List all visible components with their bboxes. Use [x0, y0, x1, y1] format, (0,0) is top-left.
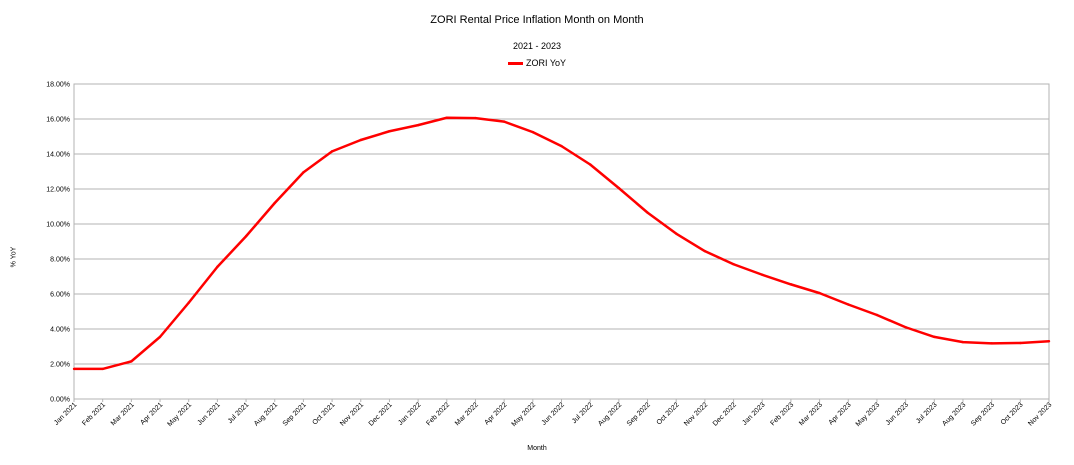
x-tick-label: Mar 2022	[454, 401, 480, 427]
x-tick-label: Jun 2022	[541, 401, 566, 426]
series-line-0	[74, 116, 1050, 371]
x-tick-label: Jan 2023	[741, 401, 766, 426]
x-tick-label: Feb 2021	[81, 401, 107, 427]
x-tick-label: Jul 2023	[915, 401, 939, 425]
y-tick-label: 12.00%	[46, 187, 70, 194]
x-tick-label: Sep 2021	[282, 401, 308, 427]
x-tick-label: Apr 2023	[828, 401, 853, 426]
x-tick-label: Jan 2022	[397, 401, 422, 426]
x-tick-label: Mar 2023	[798, 401, 824, 427]
x-axis-label: Month	[527, 445, 547, 452]
data-point	[789, 283, 793, 286]
y-tick-label: 4.00%	[50, 327, 70, 334]
data-point	[72, 367, 76, 371]
y-tick-label: 16.00%	[46, 117, 70, 124]
x-tick-label: Oct 2021	[311, 401, 336, 426]
legend-label: ZORI YoY	[526, 58, 567, 68]
data-point	[1019, 341, 1022, 345]
data-point	[675, 232, 678, 235]
legend-swatch	[508, 61, 523, 65]
data-point	[359, 138, 362, 142]
x-tick-label: May 2022	[511, 401, 538, 428]
data-point	[933, 335, 936, 339]
x-tick-label: May 2021	[166, 401, 193, 428]
x-tick-label: Sep 2022	[626, 401, 652, 427]
y-tick-labels: 0.00% 2.00% 4.00% 6.00% 8.00% 10.00% 12.00% 14.…	[46, 82, 70, 404]
data-point	[445, 116, 448, 119]
data-point	[588, 163, 592, 166]
x-tick-label: Apr 2021	[139, 401, 164, 426]
data-point	[531, 130, 535, 134]
data-point	[904, 326, 907, 329]
x-tick-label: Oct 2022	[656, 401, 681, 426]
x-tick-labels: Jan 2021 Feb 2021 Mar 2021 Apr 2021 May 2021…	[53, 401, 1053, 428]
x-tick-label: Nov 2023	[1027, 401, 1053, 427]
x-tick-label: Dec 2022	[712, 401, 738, 427]
chart-subtitle: 2021 - 2023	[512, 41, 562, 51]
legend: ZORI YoY	[508, 57, 566, 69]
x-tick-label: Aug 2021	[253, 401, 279, 427]
grid-layer	[73, 83, 1050, 402]
x-tick-label: Aug 2022	[597, 401, 623, 427]
data-point	[130, 360, 133, 363]
x-tick-label: Feb 2022	[425, 401, 451, 427]
x-tick-label: Nov 2021	[339, 401, 365, 427]
data-point	[847, 303, 850, 306]
data-point	[875, 313, 879, 317]
data-point	[216, 265, 219, 269]
x-tick-label: Feb 2023	[769, 401, 795, 427]
data-point	[416, 123, 420, 127]
chart-title: ZORI Rental Price Inflation Month on Mon…	[430, 14, 644, 26]
data-point	[330, 150, 334, 153]
y-tick-label: 6.00%	[50, 292, 70, 299]
data-point	[187, 301, 190, 304]
data-point	[617, 186, 621, 190]
data-point	[474, 116, 477, 120]
data-point	[158, 335, 162, 339]
x-tick-label: Jul 2021	[227, 401, 251, 425]
x-tick-label: Jul 2022	[571, 401, 595, 425]
x-tick-label: Dec 2021	[368, 401, 394, 427]
x-tick-label: Aug 2023	[941, 401, 967, 427]
y-tick-label: 18.00%	[46, 82, 70, 89]
data-point	[646, 211, 649, 214]
data-point	[560, 144, 563, 148]
data-point	[388, 130, 391, 133]
data-point	[990, 342, 993, 345]
y-tick-label: 10.00%	[46, 222, 70, 229]
x-tick-label: May 2023	[855, 401, 882, 428]
data-point	[101, 367, 104, 371]
y-tick-label: 0.00%	[50, 397, 70, 404]
data-point	[761, 273, 764, 276]
data-point	[1047, 340, 1051, 343]
x-tick-label: Oct 2023	[1000, 401, 1025, 426]
x-tick-label: Nov 2022	[683, 401, 709, 427]
y-tick-label: 8.00%	[50, 257, 70, 264]
data-point	[244, 235, 248, 238]
data-point	[818, 291, 821, 295]
x-tick-label: Jun 2023	[885, 401, 910, 426]
data-point	[732, 263, 735, 266]
y-tick-label: 14.00%	[46, 152, 70, 159]
y-tick-label: 2.00%	[50, 362, 70, 369]
plot-frame	[73, 83, 1050, 400]
x-tick-label: Apr 2022	[484, 401, 509, 426]
data-point	[502, 120, 506, 123]
data-point	[302, 171, 305, 174]
x-tick-label: Jan 2021	[53, 401, 78, 426]
data-point	[273, 201, 276, 205]
data-point	[961, 340, 965, 344]
x-tick-label: Mar 2021	[110, 401, 136, 427]
x-tick-label: Sep 2023	[970, 401, 996, 427]
x-tick-label: Jun 2021	[196, 401, 221, 426]
data-point	[703, 249, 707, 253]
series-layer	[72, 116, 1051, 371]
